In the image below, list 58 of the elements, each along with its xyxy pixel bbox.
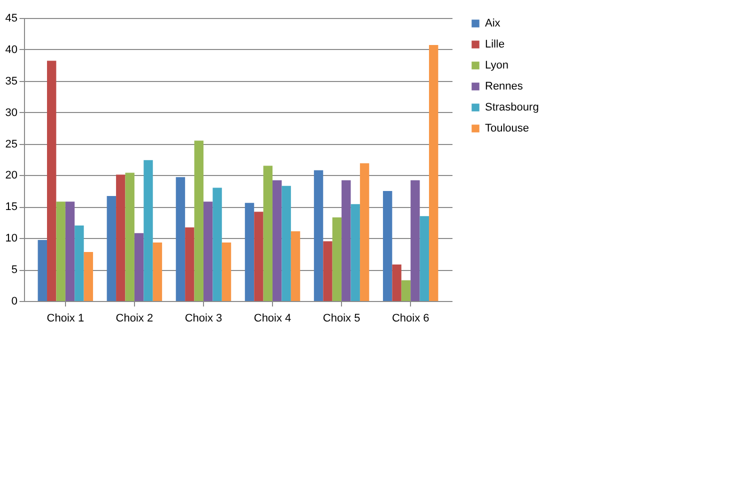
x-tick-label: Choix 2: [116, 312, 154, 324]
bar: [74, 226, 84, 301]
y-tick-label: 30: [5, 106, 18, 119]
bar: [314, 170, 324, 301]
x-tick-label: Choix 1: [46, 312, 84, 324]
bar: [134, 233, 144, 301]
bar: [84, 252, 94, 301]
x-tick-label: Choix 5: [322, 312, 360, 324]
y-tick-label: 40: [5, 44, 18, 56]
y-tick-label: 20: [5, 170, 18, 182]
bar: [194, 140, 204, 301]
bar: [410, 180, 420, 301]
bar: [212, 188, 222, 301]
bar: [56, 202, 66, 301]
y-tick-label: 35: [5, 75, 18, 88]
bar: [428, 45, 438, 301]
bar: [392, 264, 402, 301]
bar: [176, 177, 186, 301]
bar: [106, 196, 116, 301]
legend-label: Lille: [485, 38, 505, 50]
legend-label: Rennes: [485, 80, 524, 92]
bar: [332, 217, 342, 301]
bar: [185, 227, 194, 301]
bar: [144, 160, 153, 301]
legend-label: Lyon: [485, 60, 508, 72]
y-tick-label: 0: [11, 296, 18, 308]
bar: [244, 202, 254, 301]
legend-label: Strasbourg: [485, 102, 539, 114]
legend-label: Aix: [485, 18, 501, 30]
bar: [47, 60, 56, 301]
bar: [350, 204, 360, 301]
bar: [382, 190, 392, 301]
x-tick-label: Choix 6: [392, 312, 430, 324]
bar: [360, 163, 370, 301]
y-tick-label: 25: [5, 138, 18, 150]
bar: [222, 242, 232, 301]
bar: [116, 174, 126, 301]
y-tick-label: 10: [5, 232, 18, 245]
bar: [282, 186, 291, 301]
bar: [290, 231, 300, 301]
bar: [152, 242, 162, 301]
x-tick-label: Choix 4: [254, 312, 292, 324]
y-tick-label: 5: [11, 264, 18, 276]
bar: [125, 172, 134, 301]
bar: [38, 240, 48, 301]
bar: [263, 166, 273, 301]
bar: [323, 241, 332, 301]
bar: [342, 180, 351, 301]
y-tick-label: 15: [5, 201, 18, 214]
bar: [65, 202, 75, 301]
x-tick-label: Choix 3: [184, 312, 222, 324]
bar: [254, 212, 264, 301]
bar: [203, 202, 213, 301]
bar: [272, 180, 282, 301]
bar: [420, 216, 429, 301]
y-tick-label: 45: [5, 12, 18, 24]
bar: [401, 280, 411, 301]
legend-label: Toulouse: [485, 122, 530, 134]
